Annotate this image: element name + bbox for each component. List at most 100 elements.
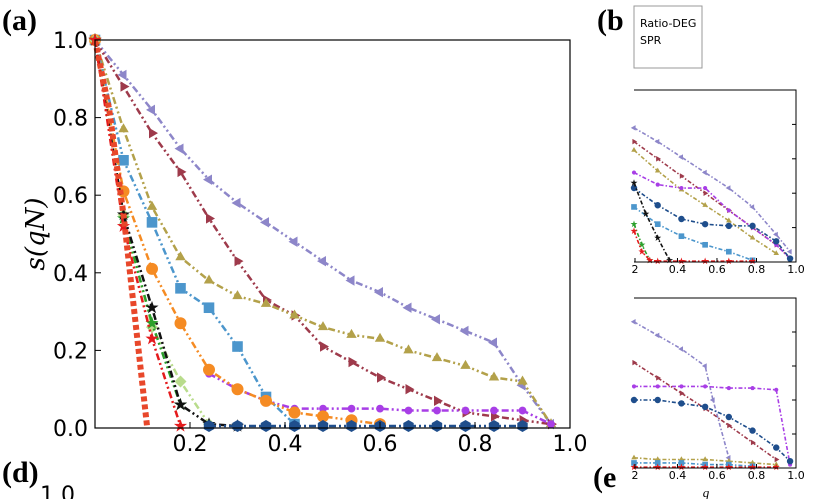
data-point-violet: [679, 384, 684, 389]
data-point-navy: [786, 458, 794, 465]
data-point-red-star: [145, 331, 159, 345]
legend: Ratio-DEG SPR: [633, 5, 703, 69]
data-point-orange-circle: [288, 406, 301, 419]
data-point-maroon-triangle-right: [348, 356, 358, 368]
data-point-maroon: [632, 138, 638, 145]
data-point-olive-triangle-up: [488, 371, 500, 381]
data-point-violet: [703, 185, 708, 191]
y-tick-label: 0.8: [53, 107, 88, 132]
data-point-purple-triangle-left: [402, 302, 412, 313]
data-point-red: [701, 257, 709, 265]
data-point-violet: [726, 386, 731, 391]
panel-b-frame: [634, 89, 797, 263]
data-point-purple-triangle-left: [374, 287, 383, 298]
data-point-blue-square: [146, 217, 158, 228]
data-point-red: [772, 463, 780, 471]
data-point-navy-hexagon: [203, 420, 215, 433]
data-point-maroon: [727, 422, 733, 429]
legend-entry-ratio-deg: Ratio-DEG: [640, 17, 696, 30]
data-point-purple-triangle-left: [459, 325, 469, 337]
data-point-purple-triangle-left: [174, 143, 184, 154]
series-line-maroon: [633, 361, 777, 461]
panel-e-chart: 2 0.4 0.6 0.8 1.0 q: [630, 297, 805, 499]
data-point-maroon-triangle-right: [234, 255, 244, 267]
series-line-red: [633, 230, 753, 262]
data-point-red: [646, 256, 654, 264]
data-point-violet: [655, 182, 660, 187]
x-tick-label: 0.6: [708, 469, 726, 482]
data-point-green: [630, 220, 638, 228]
data-point-purple: [749, 204, 755, 210]
data-point-purple-triangle-left: [203, 174, 212, 185]
x-tick-label: 0.6: [708, 263, 726, 276]
data-point-olive: [702, 456, 708, 462]
data-point-purple-dot: [433, 406, 441, 415]
data-point-lightgreen-diamond: [174, 375, 187, 388]
data-point-violet: [774, 387, 779, 392]
x-tick-label: 0.2: [173, 432, 208, 457]
y-tick-label: 1.0: [53, 29, 88, 54]
panel-a-ticks: 0.2 0.4 0.6 0.8 1.0 0.0 0.2 0.4 0.6 0.8 1.0: [53, 29, 588, 457]
panel-e-series: [630, 319, 794, 471]
data-point-purple: [709, 397, 715, 403]
series-line-black-star: [93, 39, 238, 428]
data-point-navy: [773, 238, 780, 245]
data-point-maroon-triangle-right: [120, 81, 130, 92]
x-tick-label: 0.4: [268, 432, 303, 457]
data-point-maroon-triangle-right: [149, 127, 158, 139]
data-point-black: [666, 256, 674, 264]
panel-label-a: (a): [2, 4, 37, 37]
x-tick-label: 1.0: [787, 263, 805, 276]
legend-entry-spr: SPR: [640, 34, 662, 47]
data-point-blue-square: [118, 154, 129, 166]
data-point-red: [638, 248, 646, 255]
data-point-purple: [725, 185, 731, 191]
data-point-navy-hexagon: [517, 420, 528, 433]
data-point-violet: [631, 170, 637, 175]
data-point-violet: [703, 384, 708, 389]
data-point-navy-hexagon: [346, 420, 357, 433]
data-point-olive-triangle-up: [431, 352, 443, 362]
series-line-orange-circle: [93, 39, 381, 426]
x-tick-label: 2: [632, 469, 639, 482]
data-point-orange-circle: [146, 262, 158, 275]
data-point-orange-circle: [174, 317, 187, 330]
data-point-olive-triangle-up: [317, 321, 329, 331]
data-point-navy: [773, 444, 780, 451]
data-point-olive-triangle-up: [175, 251, 186, 261]
x-tick-label: 0.4: [669, 469, 687, 482]
data-point-navy-hexagon: [232, 420, 243, 433]
data-point-purple-triangle-left: [317, 255, 326, 267]
data-point-navy: [786, 255, 794, 262]
y-tick-label: 0.6: [53, 184, 88, 209]
data-point-violet: [631, 384, 637, 389]
data-point-purple: [701, 169, 707, 176]
panel-a-ylabel: s(qN): [21, 197, 51, 270]
data-point-purple: [630, 319, 636, 325]
data-point-purple-triangle-left: [488, 337, 497, 348]
data-point-purple-dot: [518, 406, 527, 415]
data-point-olive-triangle-up: [460, 359, 471, 369]
data-point-black: [642, 210, 650, 217]
data-point-navy: [654, 202, 661, 209]
data-point-olive: [773, 250, 780, 255]
series-line-red-star: [93, 39, 182, 427]
series-line-black: [633, 182, 671, 261]
data-point-purple-triangle-left: [288, 236, 298, 247]
data-point-maroon-triangle-right: [405, 384, 415, 395]
data-point-red: [725, 257, 733, 265]
data-point-navy: [701, 403, 709, 410]
x-tick-label: 0.4: [669, 263, 687, 276]
panel-b-series: [630, 125, 794, 265]
data-point-purple-triangle-left: [260, 217, 269, 228]
data-point-red-star: [173, 419, 188, 432]
series-line-navy: [634, 399, 791, 462]
data-point-navy: [678, 215, 685, 223]
data-point-olive-triangle-up: [232, 290, 243, 300]
series-line-maroon-triangle-right: [93, 39, 552, 426]
panel-label-e: (e: [593, 461, 616, 494]
data-point-red: [654, 463, 662, 471]
data-point-red: [654, 257, 662, 265]
data-point-olive-triangle-up: [374, 332, 386, 342]
